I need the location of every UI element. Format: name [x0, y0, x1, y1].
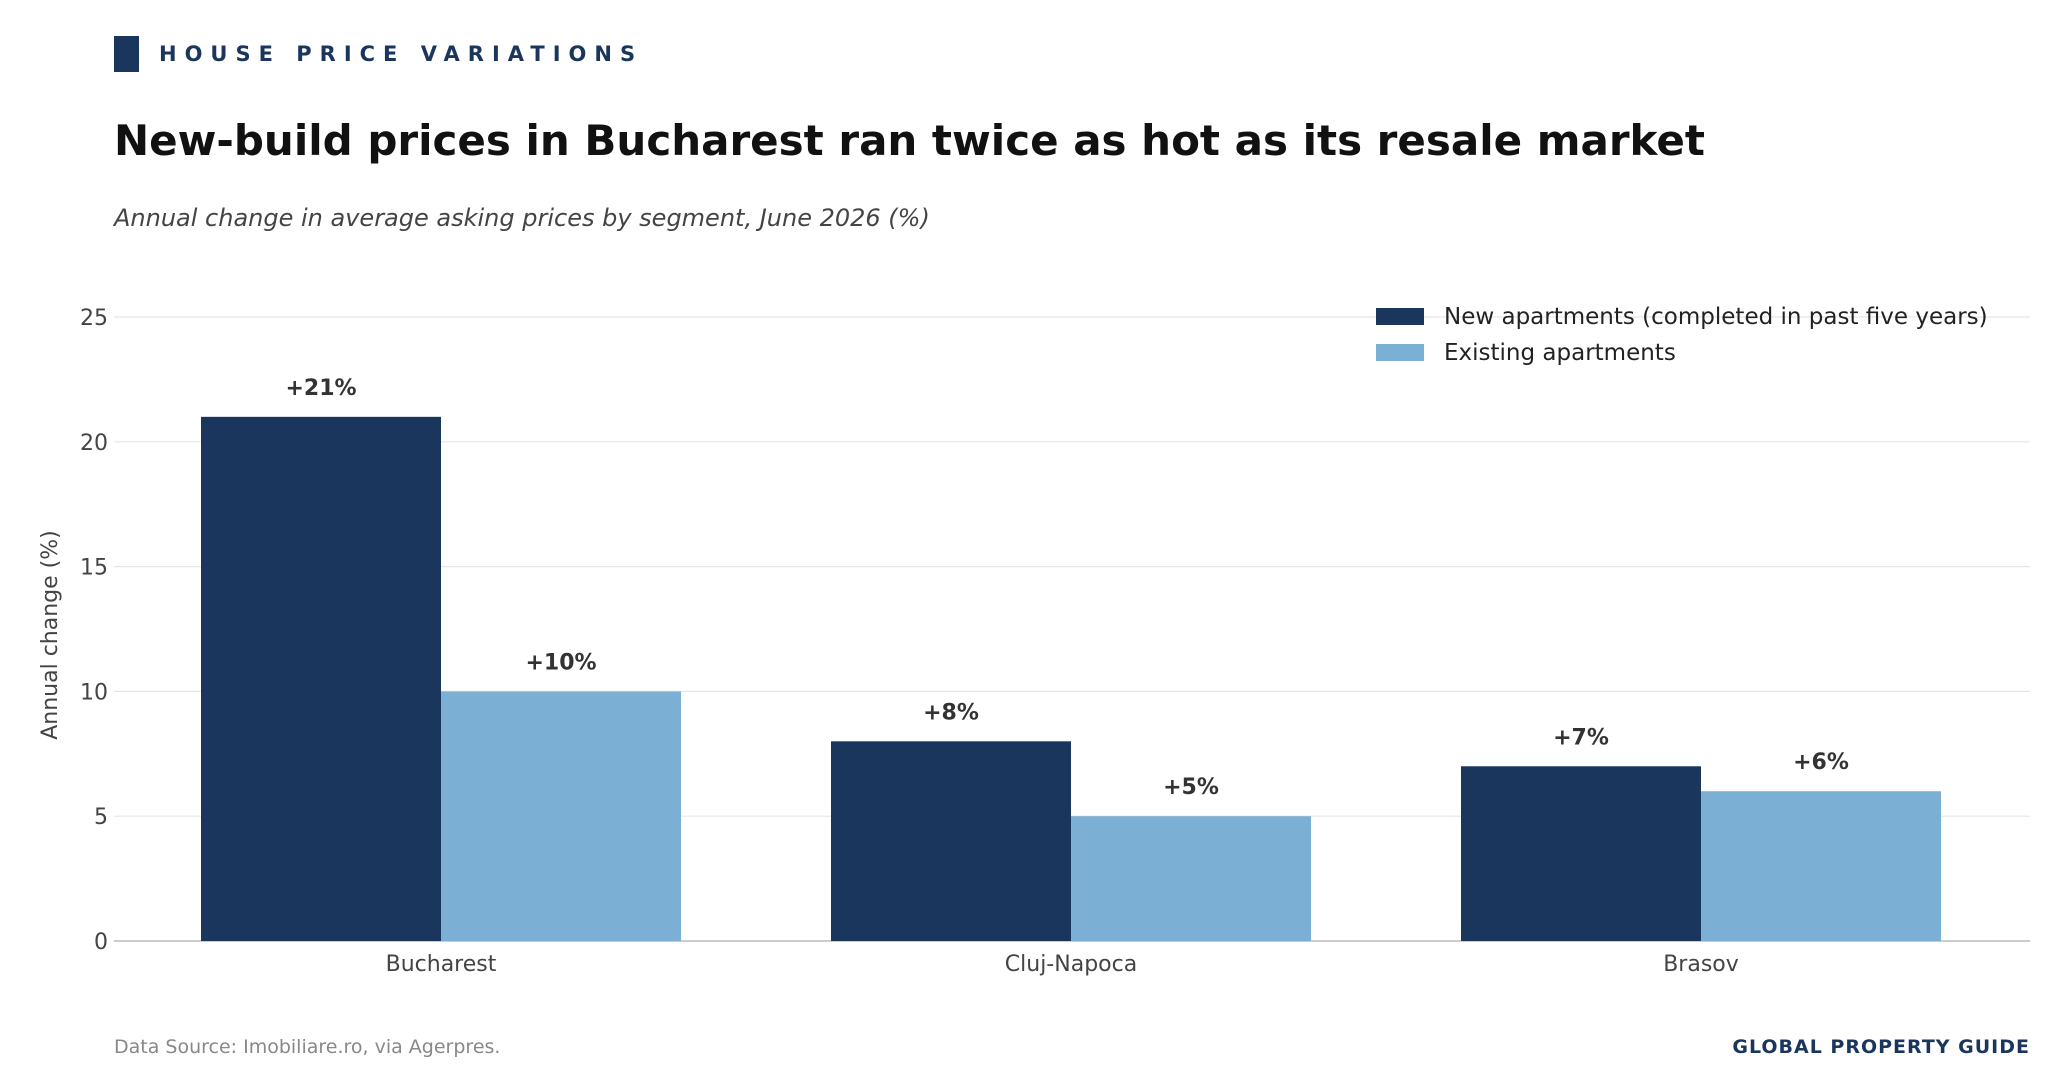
y-tick-label: 10	[80, 680, 108, 705]
brand-name: GLOBAL PROPERTY GUIDE	[1732, 1036, 2030, 1058]
data-label: +21%	[285, 376, 356, 401]
data-label: +10%	[525, 650, 596, 675]
y-tick-label: 15	[80, 556, 108, 581]
kicker: HOUSE PRICE VARIATIONS	[114, 36, 643, 72]
y-tick-label: 5	[94, 805, 108, 830]
data-label: +8%	[923, 700, 979, 725]
kicker-accent-block	[114, 36, 139, 72]
legend-swatch-new	[1376, 308, 1424, 325]
y-tick-label: 20	[80, 431, 108, 456]
kicker-text: HOUSE PRICE VARIATIONS	[159, 42, 644, 66]
x-tick-label: Brasov	[1663, 952, 1739, 977]
bar-bucharest-new	[201, 416, 441, 942]
data-label: +6%	[1793, 750, 1849, 775]
bar-bucharest-existing	[441, 691, 681, 941]
bar-cluj-napoca-existing	[1071, 816, 1311, 941]
chart-subtitle: Annual change in average asking prices b…	[114, 204, 930, 232]
legend-swatch-existing	[1376, 344, 1424, 361]
y-tick-label: 25	[80, 306, 108, 331]
y-tick-label: 0	[94, 930, 108, 955]
bar-cluj-napoca-new	[831, 741, 1071, 941]
legend-label-existing: Existing apartments	[1444, 340, 1676, 366]
x-tick-label: Cluj-Napoca	[1005, 952, 1137, 977]
bar-brasov-new	[1461, 766, 1701, 941]
chart-title: New-build prices in Bucharest ran twice …	[114, 116, 1705, 165]
data-label: +5%	[1163, 775, 1219, 800]
x-tick-label: Bucharest	[386, 952, 497, 977]
data-label: +7%	[1553, 725, 1609, 750]
legend-label-new: New apartments (completed in past five y…	[1444, 304, 1988, 330]
data-source: Data Source: Imobiliare.ro, via Agerpres…	[114, 1036, 501, 1058]
bar-brasov-existing	[1701, 791, 1941, 941]
y-axis-label: Annual change (%)	[38, 530, 63, 740]
